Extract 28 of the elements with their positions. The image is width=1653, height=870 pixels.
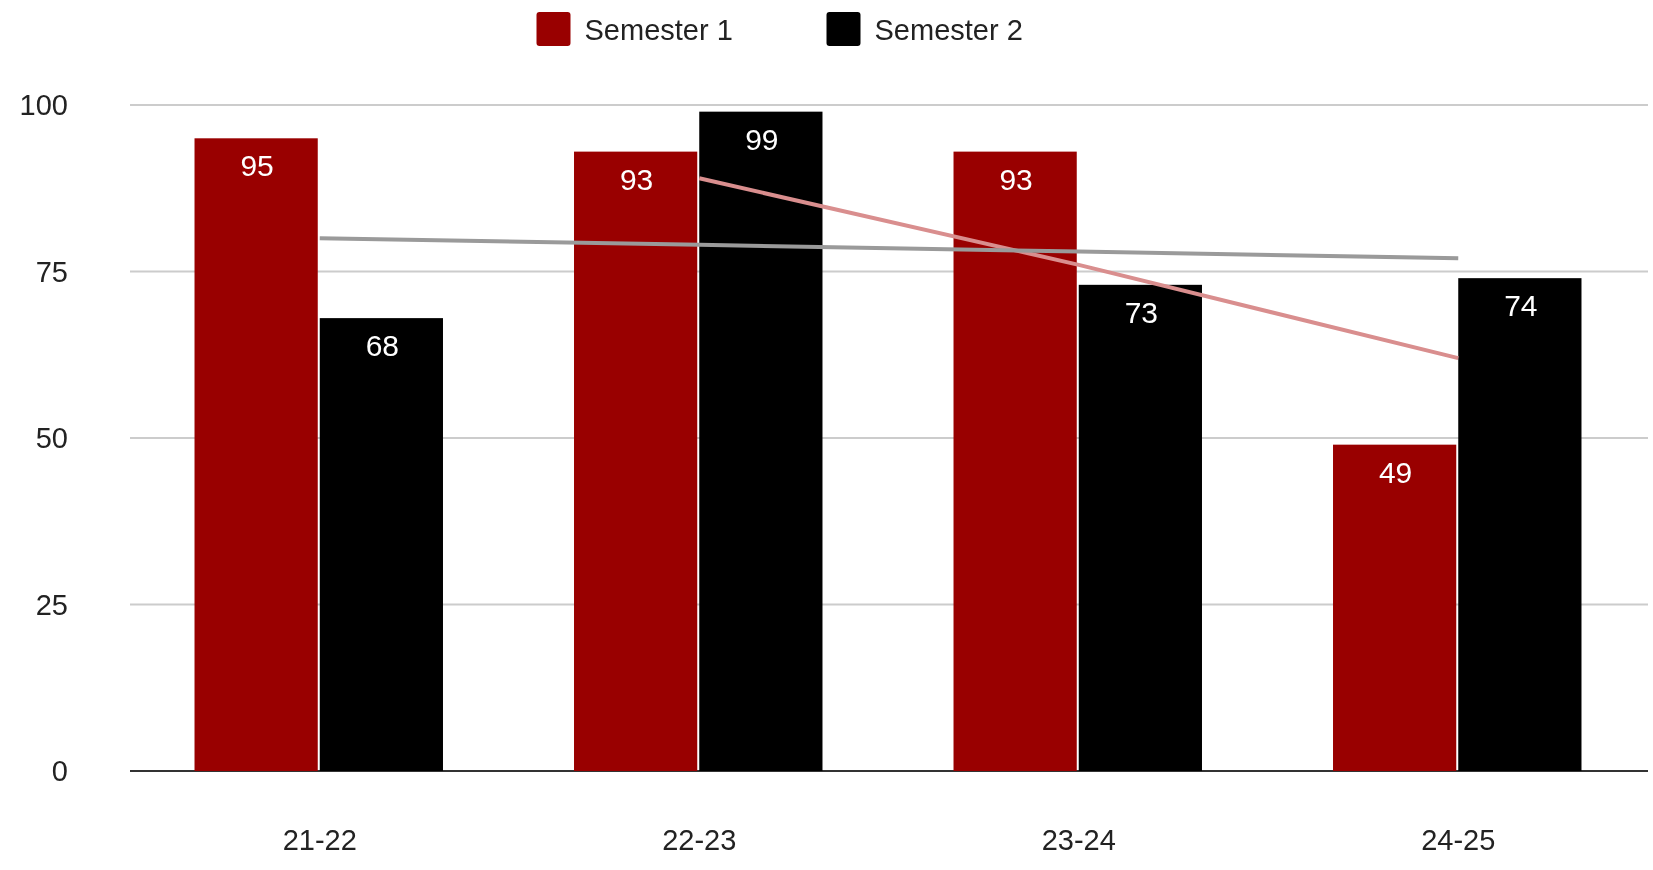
bar (194, 138, 318, 771)
data-label: 95 (240, 149, 274, 183)
bar (319, 318, 443, 771)
data-label: 74 (1504, 289, 1538, 323)
legend-label: Semester 1 (584, 14, 733, 46)
line-series (317, 236, 1461, 261)
data-label: 73 (1124, 295, 1159, 329)
bar (1333, 444, 1457, 771)
x-tick-label: 23-24 (1041, 824, 1116, 856)
bar (699, 111, 823, 771)
bar (1458, 278, 1582, 771)
y-tick-label: 0 (51, 755, 68, 787)
legend-label: Semester 2 (874, 14, 1023, 46)
x-tick-label: 22-23 (662, 824, 737, 856)
x-tick-label: 24-25 (1421, 824, 1496, 856)
bar (953, 151, 1077, 771)
y-tick-label: 75 (35, 255, 68, 288)
data-label: 49 (1378, 455, 1413, 489)
data-label: 93 (999, 162, 1033, 196)
data-label: 93 (619, 162, 654, 196)
data-label: 99 (745, 122, 779, 156)
bar (1078, 284, 1202, 771)
bar (574, 151, 698, 771)
y-tick-label: 25 (35, 588, 68, 621)
data-label: 68 (365, 329, 400, 363)
y-tick-label: 100 (19, 89, 68, 121)
y-tick-label: 50 (35, 422, 68, 454)
x-tick-label: 21-22 (282, 824, 357, 856)
